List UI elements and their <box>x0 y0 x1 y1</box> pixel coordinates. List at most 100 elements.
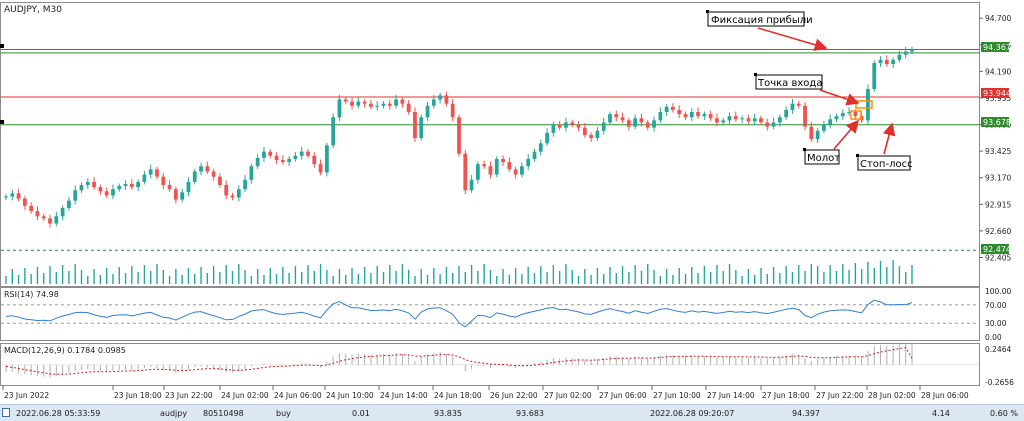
candle-body <box>740 118 745 120</box>
candle-body <box>469 179 474 191</box>
candle-body <box>438 95 443 100</box>
rsi-title: RSI(14) 74.98 <box>4 290 59 299</box>
candle-body <box>375 105 380 107</box>
price-tick-label: 94.700 <box>985 14 1011 23</box>
candle-body <box>129 183 134 188</box>
level-label-entry-text: 93.944 <box>983 89 1011 98</box>
candle-body <box>236 189 241 198</box>
annotation-take-profit-text: Фиксация прибыли <box>711 15 813 26</box>
candle-body <box>136 181 141 188</box>
candle-body <box>513 169 518 175</box>
candle-body <box>192 171 197 182</box>
candle-body <box>98 187 103 192</box>
annotation-entry: Точка входа <box>754 73 823 90</box>
candle-body <box>576 124 581 128</box>
candle-body <box>35 211 40 217</box>
time-tick-label: 23 Jun 22:00 <box>165 391 213 400</box>
candle-body <box>318 164 323 173</box>
trade-volume: 0.01 <box>352 409 370 418</box>
candle-body <box>903 51 908 55</box>
candle-body <box>274 155 279 160</box>
candle-body <box>155 169 159 177</box>
candle-body <box>356 101 361 106</box>
candle-body <box>60 207 65 217</box>
annotation-hammer-text: Молот <box>807 153 840 164</box>
trade-type: buy <box>276 409 291 418</box>
candle-body <box>677 109 682 115</box>
candle-body <box>884 59 889 65</box>
candle-body <box>551 124 556 133</box>
candle-body <box>48 218 52 224</box>
time-tick-label: 27 Jun 22:00 <box>816 391 864 400</box>
price-tick-label: 92.660 <box>985 227 1011 236</box>
candle-body <box>312 155 317 165</box>
candle-body <box>815 130 820 140</box>
trade-ticket: 80510498 <box>203 409 244 418</box>
candle-body <box>41 216 46 219</box>
candle-body <box>765 122 770 127</box>
time-tick-label: 28 Jun 06:00 <box>921 391 969 400</box>
candle-body <box>243 179 247 190</box>
candle-body <box>771 122 776 127</box>
candle-body <box>111 189 115 196</box>
candle-body <box>142 174 147 182</box>
trade-open-price: 93.835 <box>434 409 462 418</box>
candle-body <box>123 183 128 187</box>
candle-body <box>520 166 524 175</box>
candle-body <box>809 126 814 140</box>
candle-body <box>564 122 568 128</box>
candle-body <box>73 190 78 201</box>
level-label-entry: 93.944 <box>981 88 1011 98</box>
candle-body <box>652 120 656 128</box>
candle-body <box>828 119 833 125</box>
candle-body <box>589 134 594 139</box>
macd-panel-border <box>0 343 980 386</box>
candle-body <box>425 105 430 118</box>
trade-row-checkbox[interactable] <box>2 408 10 417</box>
rsi-panel-border <box>0 287 980 341</box>
trade-history-row[interactable]: 2022.06.28 05:33:59 audjpy 80510498 buy … <box>0 404 1024 421</box>
time-tick-label: 24 Jun 10:00 <box>326 391 374 400</box>
candle-body <box>280 159 285 163</box>
candle-body <box>413 112 417 139</box>
candle-body <box>784 109 789 118</box>
price-tick-label: 93.170 <box>985 174 1011 183</box>
candle-body <box>658 112 663 121</box>
time-tick-label: 24 Jun 14:00 <box>380 391 428 400</box>
chart-title: AUDJPY, M30 <box>4 5 62 15</box>
candle-body <box>671 106 675 110</box>
candle-body <box>343 99 348 102</box>
candle-body <box>293 155 298 159</box>
candle-body <box>608 114 612 123</box>
arrow-entry <box>819 89 860 106</box>
candle-body <box>444 95 449 104</box>
candle-body <box>205 166 210 172</box>
candle-body <box>847 112 851 114</box>
candle-body <box>582 127 587 135</box>
trade-close-time: 2022.06.28 09:20:07 <box>650 409 735 418</box>
time-tick-label: 24 Jun 18:00 <box>434 391 482 400</box>
candle-body <box>891 59 896 65</box>
candle-body <box>262 151 266 158</box>
level-label-low: 92.474 <box>981 244 1011 254</box>
candle-body <box>834 116 839 120</box>
time-tick-label: 27 Jun 14:00 <box>707 391 755 400</box>
candle-body <box>268 151 273 156</box>
annotation-stop-loss-text: Стоп-лосс <box>860 159 913 170</box>
candle-body <box>54 216 59 224</box>
candle-body <box>180 192 185 200</box>
candle-body <box>683 114 688 118</box>
rsi-panel <box>1 299 979 328</box>
macd-tick-label: -0.2656 <box>985 378 1014 387</box>
candle-body <box>16 193 21 199</box>
candle-body <box>777 117 782 123</box>
candle-body <box>897 54 902 60</box>
candle-body <box>853 112 858 117</box>
candle-body <box>218 176 222 186</box>
candle-body <box>4 196 8 198</box>
level-marker-left <box>0 44 4 48</box>
trading-chart[interactable]: 94.70094.44594.19093.93593.68093.42593.1… <box>0 0 1024 404</box>
candle-body <box>796 103 801 106</box>
price-tick-label: 93.425 <box>985 147 1011 156</box>
candle-body <box>475 164 480 180</box>
